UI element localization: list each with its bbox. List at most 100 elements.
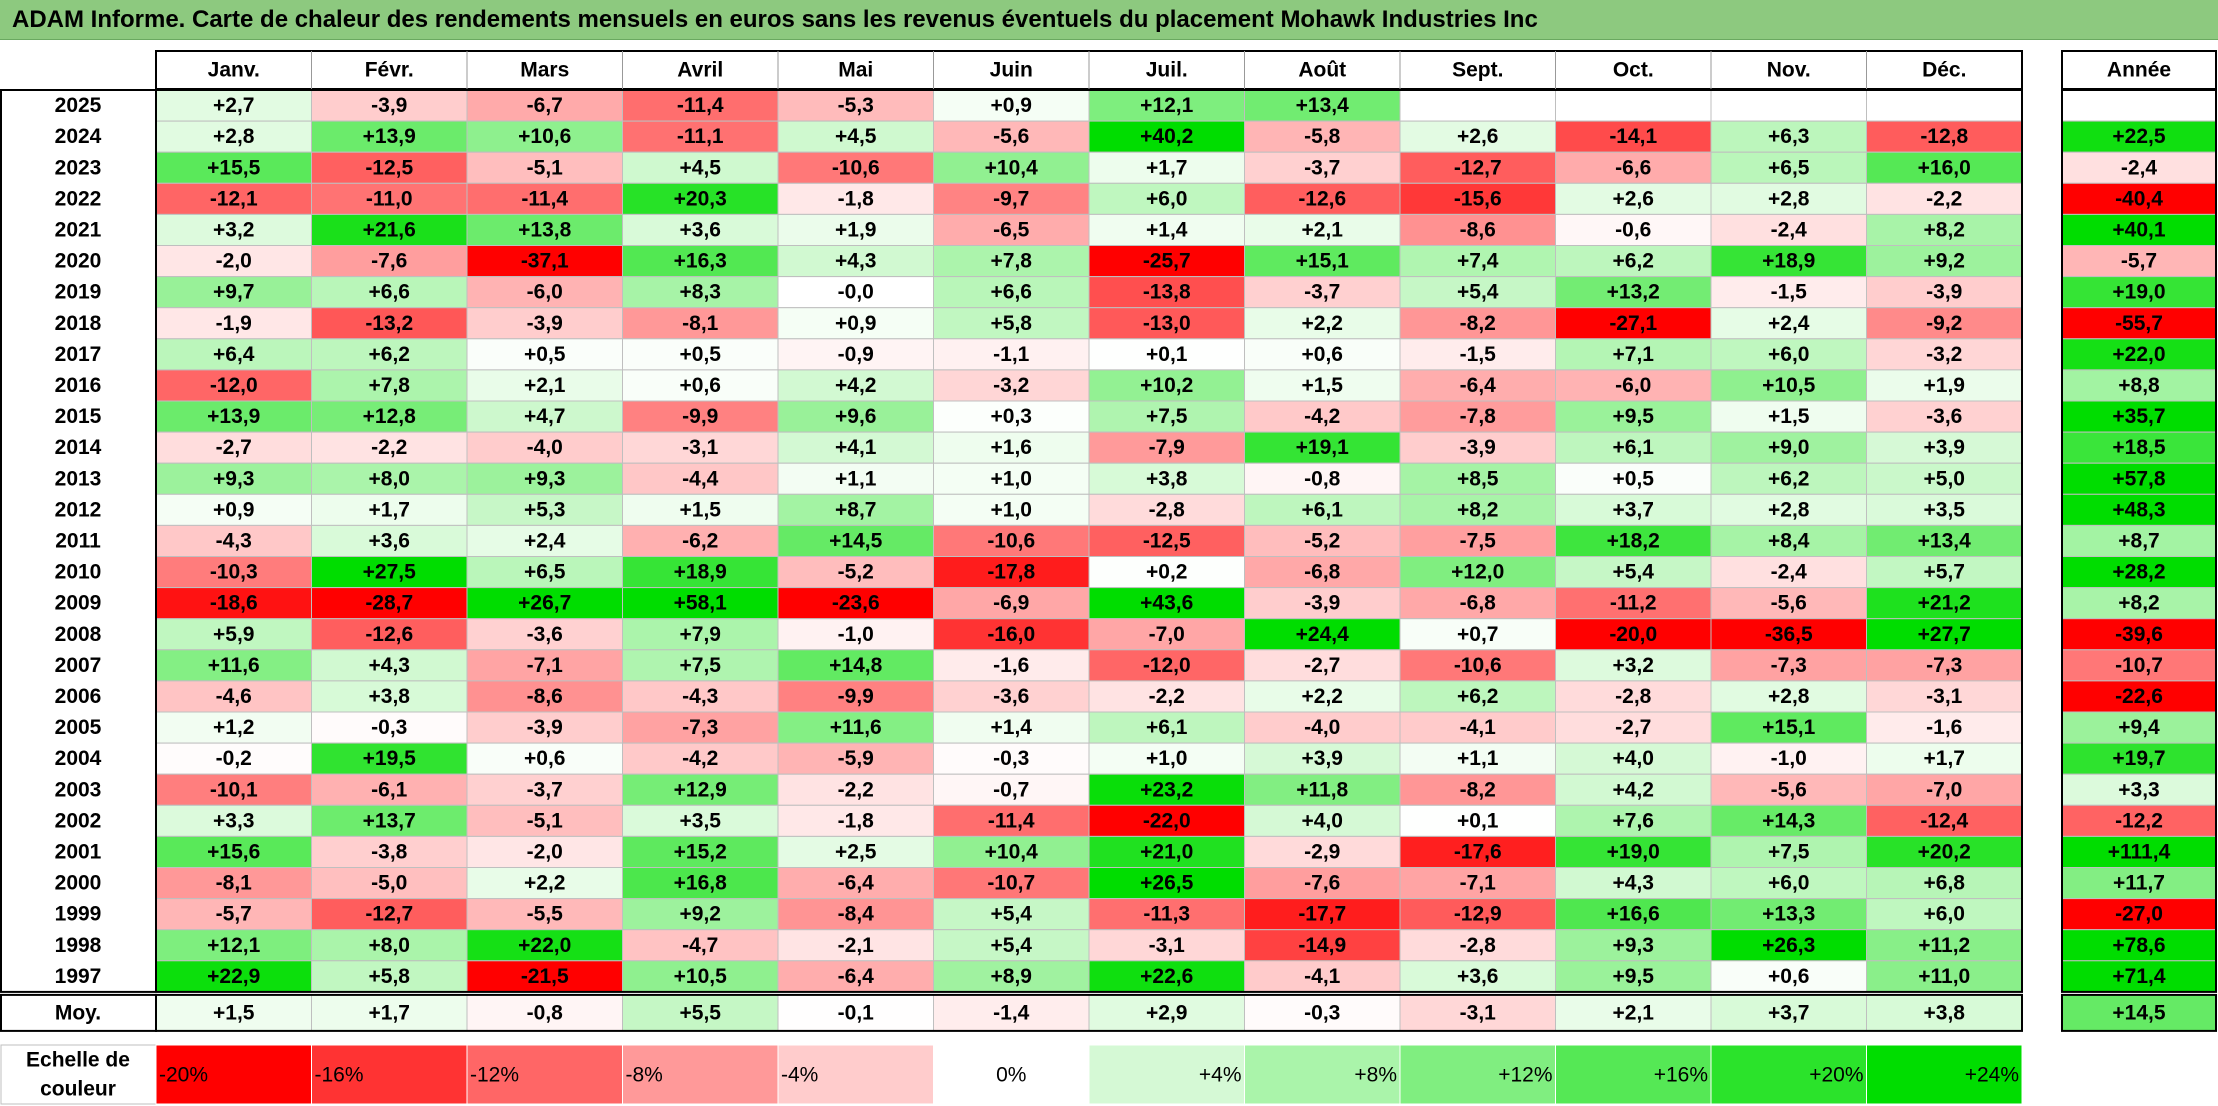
annual-cell (2061, 151, 2217, 184)
cell-value: +12,1 (207, 934, 260, 957)
cell-value: +1,9 (835, 218, 876, 241)
cell-value: -20,0 (1609, 623, 1657, 646)
heatmap-cell (1088, 120, 1245, 153)
heatmap-cell (1555, 898, 1712, 931)
annual-value: -40,4 (2115, 187, 2163, 210)
scale-label-line2: couleur (40, 1078, 116, 1101)
cell-value: +4,5 (835, 125, 877, 148)
cell-value: +19,5 (363, 747, 416, 770)
average-value: -0,8 (527, 1001, 564, 1024)
annual-cell (2061, 835, 2217, 869)
heatmap-cell (311, 835, 468, 869)
cell-value: -5,1 (527, 156, 564, 179)
annual-cell (2061, 245, 2217, 278)
heatmap-cell (1555, 276, 1712, 309)
cell-value: -2,8 (1149, 498, 1186, 521)
heatmap-cell (1866, 587, 2023, 620)
cell-value: +0,1 (1146, 343, 1188, 366)
heatmap-cell (466, 960, 623, 993)
cell-value: +6,0 (1924, 903, 1965, 926)
cell-value: -6,2 (682, 529, 718, 552)
cell-value: +15,6 (207, 840, 260, 863)
cell-value: -2,4 (1771, 218, 1808, 241)
cell-value: +8,4 (1768, 529, 1810, 552)
heatmap-cell (1244, 742, 1401, 775)
average-cell (466, 994, 623, 1032)
cell-value: -7,0 (1926, 778, 1962, 801)
cell-value: +7,9 (680, 623, 721, 646)
cell-value: -3,9 (1304, 592, 1340, 615)
cell-value: +1,7 (1924, 747, 1965, 770)
cell-value: +11,6 (830, 716, 882, 739)
cell-value: -5,2 (838, 561, 874, 584)
cell-value: +8,0 (369, 467, 410, 490)
year-label: 2006 (55, 685, 102, 708)
cell-value: -1,5 (1460, 343, 1497, 366)
heatmap-cell (466, 462, 623, 495)
heatmap-cell (1866, 493, 2023, 526)
month-header-11: Nov. (1767, 59, 1811, 82)
cell-value: -1,8 (838, 809, 875, 832)
cell-value: +2,5 (835, 840, 877, 863)
heatmap-cell (466, 120, 623, 153)
month-header-8: Août (1298, 59, 1346, 82)
cell-value: -3,9 (527, 716, 563, 739)
heatmap-cell (777, 307, 934, 340)
cell-value: -14,9 (1298, 934, 1346, 957)
cell-value: +2,8 (1768, 685, 1810, 708)
cell-value: -4,0 (1304, 716, 1340, 739)
cell-value: +24,4 (1296, 623, 1349, 646)
cell-value: +1,5 (1768, 405, 1810, 428)
year-label: 2024 (55, 125, 102, 148)
year-label: 2020 (55, 250, 102, 273)
cell-value: +6,2 (369, 343, 410, 366)
cell-value: +6,0 (1146, 187, 1187, 210)
year-label: 2015 (55, 405, 102, 428)
cell-value: +10,4 (985, 840, 1038, 863)
cell-value: +9,7 (213, 281, 254, 304)
cell-value: -1,0 (1771, 747, 1807, 770)
annual-cell (2061, 493, 2217, 526)
heatmap-cell (1710, 89, 1867, 122)
heatmap-cell (1866, 618, 2023, 651)
heatmap-cell (1244, 898, 1401, 931)
annual-value: +57,8 (2112, 467, 2165, 490)
cell-value: +7,8 (991, 250, 1033, 273)
heatmap-cell (1244, 338, 1401, 371)
cell-value: +22,0 (518, 934, 571, 957)
year-label: 2018 (55, 312, 102, 335)
annual-value: +78,6 (2112, 934, 2165, 957)
cell-value: -16,0 (987, 623, 1035, 646)
cell-value: +2,1 (1302, 218, 1344, 241)
cell-value: -6,6 (1615, 156, 1651, 179)
cell-value: +6,2 (1768, 467, 1809, 490)
heatmap-cell (1866, 524, 2023, 558)
annual-cell (2061, 680, 2217, 713)
cell-value: +0,1 (1457, 809, 1499, 832)
cell-value: +6,0 (1768, 872, 1809, 895)
heatmap-cell (311, 929, 468, 962)
cell-value: +11,6 (208, 654, 260, 677)
annual-value: +35,7 (2112, 405, 2165, 428)
heatmap-cell (155, 773, 312, 806)
heatmap-cell (777, 929, 934, 962)
annual-cell (2061, 960, 2217, 993)
cell-value: +3,9 (1302, 747, 1343, 770)
cell-value: +0,3 (991, 405, 1032, 428)
cell-value: -3,7 (1304, 281, 1340, 304)
cell-value: +9,0 (1768, 436, 1809, 459)
average-value: +3,8 (1924, 1001, 1966, 1024)
cell-value: -4,1 (1460, 716, 1497, 739)
cell-value: -2,4 (1771, 561, 1808, 584)
scale-swatch (1555, 1044, 1712, 1105)
scale-swatch (155, 1044, 312, 1105)
cell-value: +8,3 (680, 281, 721, 304)
heatmap-cell (1244, 369, 1401, 402)
heatmap-cell (155, 369, 312, 402)
cell-value: +4,2 (835, 374, 876, 397)
average-value: -0,1 (838, 1001, 875, 1024)
cell-value: +40,2 (1140, 125, 1193, 148)
cell-value: +20,2 (1918, 840, 1971, 863)
cell-value: -11,4 (521, 187, 568, 210)
cell-value: +16,0 (1918, 156, 1971, 179)
